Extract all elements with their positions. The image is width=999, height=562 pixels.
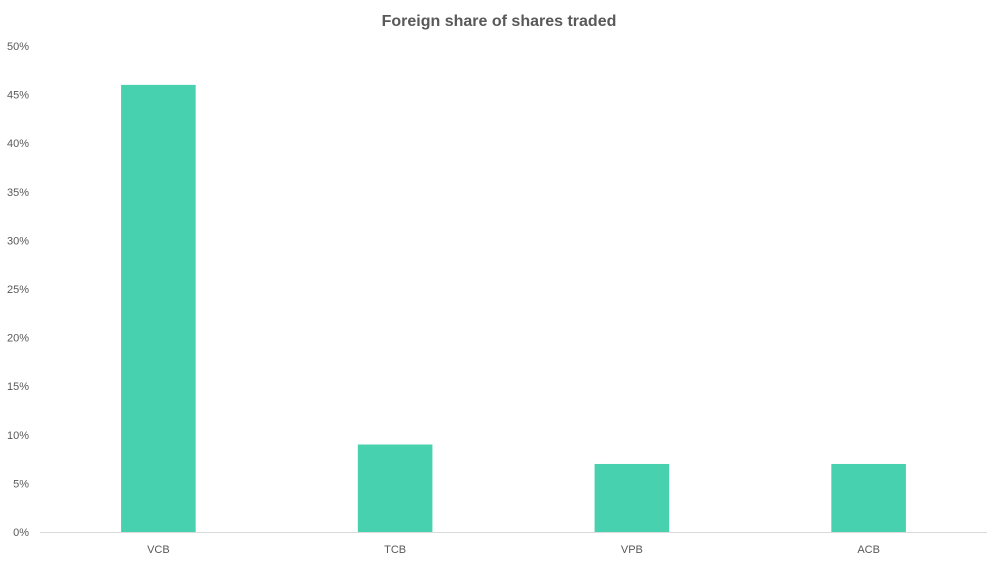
y-tick-label: 35% xyxy=(7,187,29,199)
chart-title: Foreign share of shares traded xyxy=(382,13,617,30)
bars xyxy=(121,84,906,532)
bar-acb xyxy=(831,463,906,532)
y-tick-label: 5% xyxy=(13,478,29,490)
bar-vcb xyxy=(121,84,196,532)
y-tick-label: 45% xyxy=(7,90,29,102)
bar-tcb xyxy=(357,444,433,532)
y-tick-label: 50% xyxy=(7,41,29,53)
y-tick-label: 25% xyxy=(7,284,29,296)
x-tick-label: ACB xyxy=(857,544,880,556)
x-tick-label: TCB xyxy=(384,544,406,556)
y-axis: 0% 5% 10% 15% 20% 25% 30% 35% 40% 45% 50% xyxy=(7,41,29,539)
y-tick-label: 30% xyxy=(7,235,29,247)
y-tick-label: 0% xyxy=(13,527,29,539)
y-tick-label: 10% xyxy=(7,430,29,442)
x-axis: VCB TCB VPB ACB xyxy=(40,532,987,556)
bar-vpb xyxy=(594,463,670,532)
y-tick-label: 15% xyxy=(7,381,29,393)
x-tick-label: VPB xyxy=(621,544,643,556)
y-tick-label: 40% xyxy=(7,138,29,150)
x-tick-label: VCB xyxy=(147,544,170,556)
y-tick-label: 20% xyxy=(7,333,29,345)
